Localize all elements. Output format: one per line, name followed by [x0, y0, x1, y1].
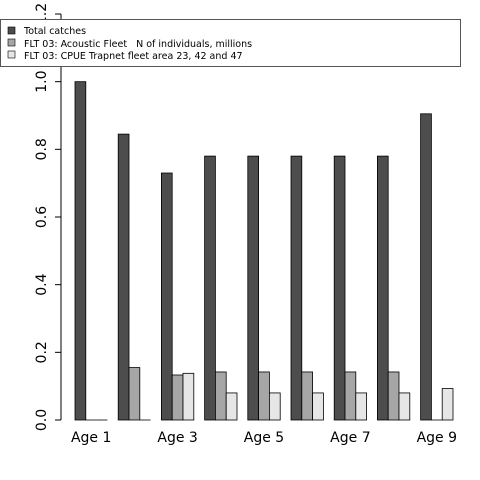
bar-acoustic-fleet: [128, 367, 141, 421]
bar-total-catches: [333, 155, 346, 421]
bar-acoustic-fleet: [344, 371, 357, 421]
y-tick-label: 0.2: [34, 341, 50, 363]
bar-total-catches: [420, 113, 432, 421]
bars-group: [74, 81, 454, 421]
bar-total-catches: [247, 155, 260, 421]
x-axis: Age 1 Age 3 Age 5 Age 7 Age 9: [71, 430, 457, 446]
bar-total-catches: [376, 155, 389, 421]
bar-total-catches: [290, 155, 303, 421]
x-tick-label: Age 3: [157, 430, 197, 446]
bar-cpue-trapnet: [225, 392, 238, 421]
bar-cpue-trapnet: [312, 392, 324, 421]
legend-label-total-catches: Total catches: [23, 26, 86, 37]
y-tick-label: 0.0: [34, 409, 50, 431]
legend-swatch-total-catches: [7, 26, 16, 35]
x-tick-label: Age 1: [71, 430, 111, 446]
legend-label-cpue-trapnet: FLT 03: CPUE Trapnet fleet area 23, 42 a…: [24, 51, 243, 62]
y-axis: 0.00.20.40.60.81.01.2: [34, 3, 62, 431]
x-tick-label: Age 9: [417, 430, 457, 446]
bar-total-catches: [160, 172, 173, 421]
x-tick-label: Age 5: [244, 430, 284, 446]
legend-label-acoustic-fleet: FLT 03: Acoustic Fleet N of individuals,…: [24, 39, 252, 50]
bar-acoustic-fleet: [387, 371, 400, 421]
bar-acoustic-fleet: [301, 371, 313, 421]
bar-acoustic-fleet: [171, 374, 184, 421]
bar-cpue-trapnet: [398, 392, 411, 421]
y-tick-label: 0.6: [34, 206, 50, 228]
bar-total-catches: [74, 81, 87, 421]
y-tick-label: 0.8: [34, 138, 50, 160]
bar-cpue-trapnet: [355, 392, 367, 421]
legend-swatch-acoustic-fleet: [7, 38, 16, 47]
bar-cpue-trapnet: [182, 372, 195, 421]
y-tick-label: 0.4: [34, 273, 50, 295]
bar-cpue-trapnet: [268, 392, 281, 421]
bar-total-catches: [204, 155, 216, 421]
bar-acoustic-fleet: [214, 371, 227, 421]
x-tick-label: Age 7: [330, 430, 370, 446]
legend-box: [0, 19, 461, 67]
bar-total-catches: [117, 133, 130, 421]
legend: Total catches FLT 03: Acoustic Fleet N o…: [0, 19, 461, 67]
bar-acoustic-fleet: [258, 371, 270, 421]
y-tick-label: 1.0: [34, 71, 50, 93]
bar-cpue-trapnet: [441, 388, 454, 421]
legend-swatch-cpue-trapnet: [7, 50, 16, 59]
